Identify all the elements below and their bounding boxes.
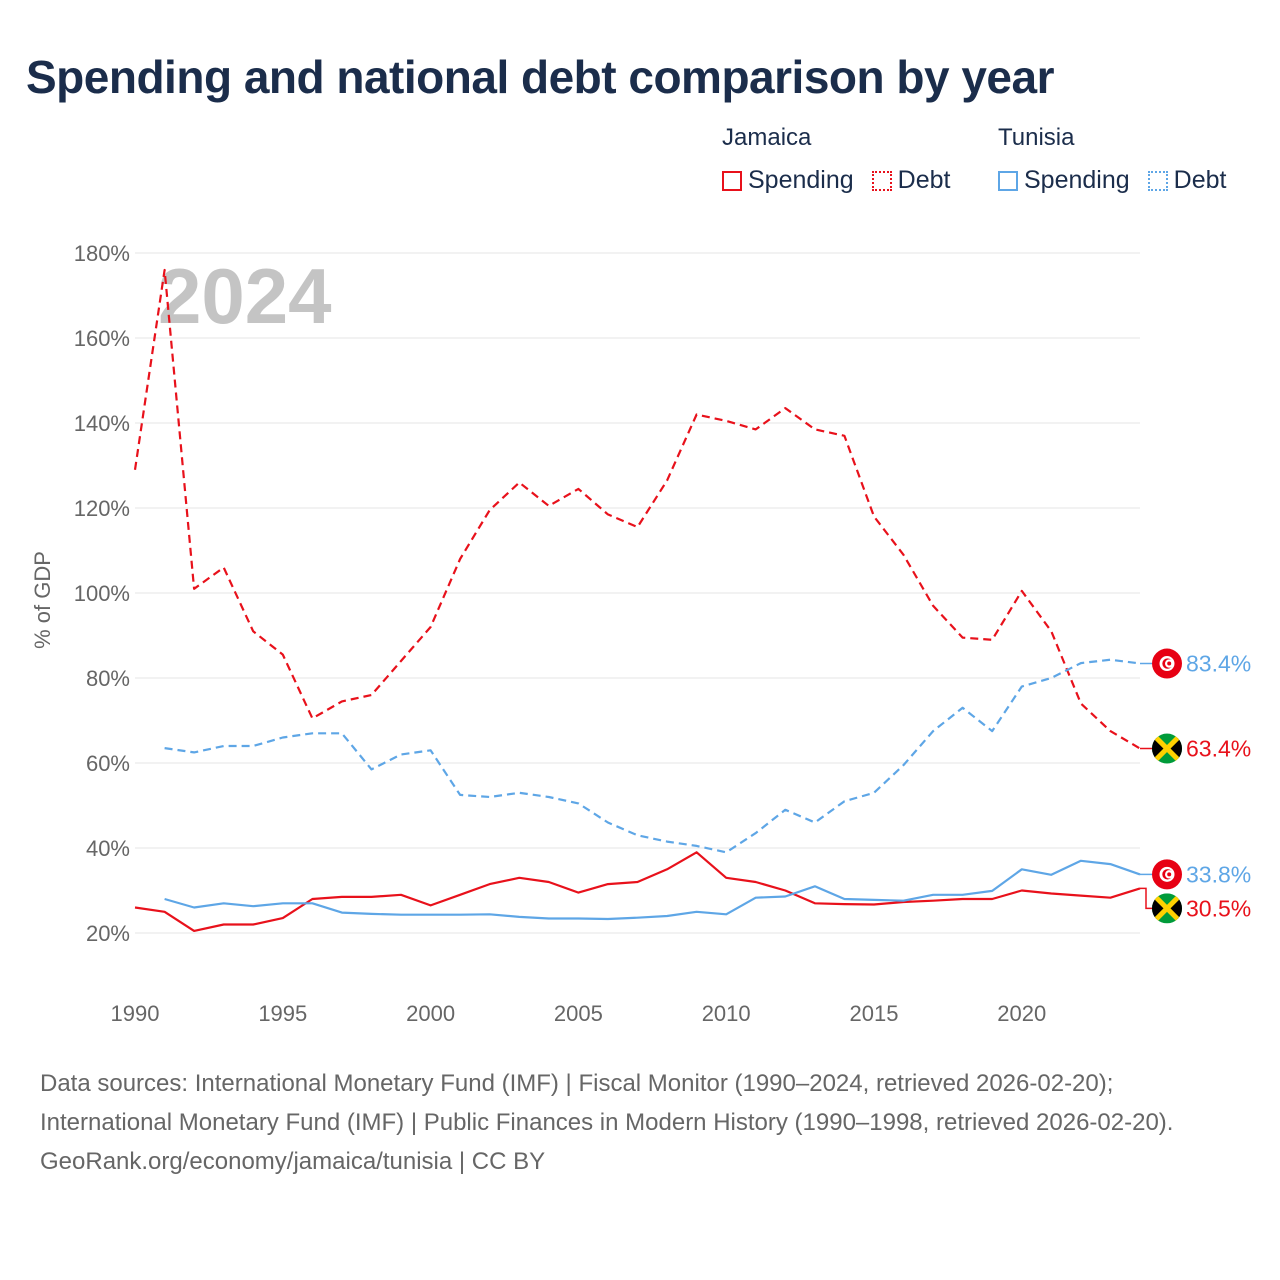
solid-line-swatch-icon	[998, 170, 1018, 191]
y-tick-label: 100%	[74, 581, 130, 606]
series-line-jamaica-debt	[133, 268, 1141, 750]
end-value-label-jamaica-spending: 30.5%	[1186, 895, 1251, 921]
data-sources: Data sources: International Monetary Fun…	[40, 1070, 1174, 1136]
x-tick-label: 2005	[554, 1001, 603, 1026]
y-tick-label: 180%	[74, 241, 130, 266]
flag-black-left	[1152, 733, 1167, 764]
y-tick-label: 140%	[74, 411, 130, 436]
legend-label: Debt	[1173, 166, 1227, 194]
flag-saltire-b	[1152, 893, 1182, 924]
series-line-tunisia-debt	[164, 658, 1141, 854]
dotted-line-swatch-icon	[1147, 170, 1168, 191]
legend-item-tunisia-debt[interactable]: Debt	[1147, 166, 1227, 195]
flag-saltire-b	[1152, 733, 1182, 764]
legend-label: Debt	[897, 166, 951, 194]
y-tick-label: 160%	[74, 326, 130, 351]
y-tick-label: 20%	[86, 921, 130, 946]
series-line-jamaica-spending	[134, 851, 1141, 933]
flag-body	[1152, 893, 1182, 924]
jamaica-flag-icon	[1152, 893, 1182, 924]
x-tick-label: 1995	[258, 1001, 307, 1026]
legend-country-jamaica: Jamaica	[722, 124, 812, 151]
series-line-tunisia-spending	[164, 859, 1141, 921]
solid-line-swatch-icon	[722, 170, 742, 191]
legend-item-tunisia-spending[interactable]: Spending	[998, 166, 1130, 195]
x-tick-label: 2020	[997, 1001, 1046, 1026]
legend-jamaica: Jamaica Spending Debt	[722, 124, 950, 195]
x-axis-ticks: 1990 1995 2000 2005 2010 2015 2020	[111, 1001, 1047, 1026]
credit-link[interactable]: GeoRank.org/economy/jamaica/tunisia | CC…	[40, 1148, 546, 1175]
legend-country-tunisia: Tunisia	[998, 124, 1075, 151]
year-watermark: 2024	[158, 252, 332, 340]
end-label-connector	[1140, 887, 1152, 910]
flag-body	[1152, 733, 1182, 764]
flag-black-right	[1167, 893, 1182, 924]
jamaica-flag-icon	[1152, 733, 1182, 764]
end-value-label-tunisia-debt: 83.4%	[1186, 651, 1251, 677]
flag-star	[1167, 872, 1172, 877]
line-chart: 2024 20% 40% 60% 80% 100% 120% 140% 160% 180% 19…	[30, 241, 1251, 1026]
dotted-line-swatch-icon	[871, 170, 892, 191]
x-tick-label: 2000	[406, 1001, 455, 1026]
end-value-label-tunisia-spending: 33.8%	[1186, 861, 1251, 887]
flag-star	[1167, 661, 1172, 666]
tunisia-flag-icon	[1152, 859, 1182, 890]
legend-tunisia: Tunisia Spending Debt	[998, 124, 1226, 195]
x-tick-label: 2010	[702, 1001, 751, 1026]
y-tick-label: 60%	[86, 751, 130, 776]
legend-label: Spending	[748, 166, 854, 194]
end-labels: 83.4% 63.4% 33.8% 30.5%	[1140, 648, 1251, 924]
legend-item-jamaica-debt[interactable]: Debt	[871, 166, 951, 195]
tunisia-flag-icon	[1152, 648, 1182, 679]
y-tick-label: 40%	[86, 836, 130, 861]
legend-item-jamaica-spending[interactable]: Spending	[722, 166, 854, 195]
footer: Data sources: International Monetary Fun…	[40, 1064, 1240, 1181]
x-tick-label: 2015	[849, 1001, 898, 1026]
chart-title: Spending and national debt comparison by…	[26, 51, 1055, 103]
legend-label: Spending	[1024, 166, 1130, 194]
y-axis-ticks: 20% 40% 60% 80% 100% 120% 140% 160% 180%	[74, 241, 130, 946]
y-tick-label: 80%	[86, 666, 130, 691]
y-axis-label: % of GDP	[30, 551, 55, 649]
x-tick-label: 1990	[111, 1001, 160, 1026]
end-value-label-jamaica-debt: 63.4%	[1186, 736, 1251, 762]
flag-black-right	[1167, 733, 1182, 764]
grid-lines	[135, 252, 1140, 934]
flag-black-left	[1152, 893, 1167, 924]
series-lines	[133, 268, 1141, 933]
y-tick-label: 120%	[74, 496, 130, 521]
